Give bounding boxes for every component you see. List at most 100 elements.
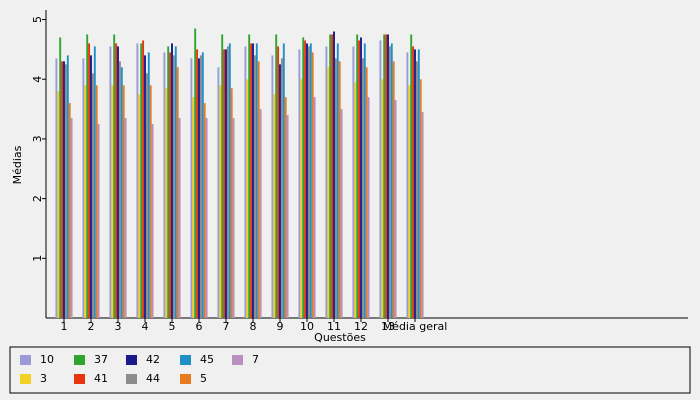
bar bbox=[124, 118, 127, 318]
legend-swatch bbox=[20, 374, 31, 384]
legend-label: 41 bbox=[94, 372, 108, 385]
bar bbox=[97, 124, 100, 318]
bar bbox=[113, 34, 116, 318]
bar bbox=[306, 43, 308, 318]
bar bbox=[84, 85, 87, 318]
bar bbox=[419, 79, 422, 318]
bar bbox=[313, 97, 316, 319]
bar bbox=[279, 64, 281, 318]
bar bbox=[192, 97, 195, 319]
legend-swatch bbox=[126, 374, 137, 384]
bar bbox=[244, 46, 247, 318]
bar bbox=[327, 67, 330, 318]
bar bbox=[203, 103, 206, 319]
bar bbox=[271, 55, 274, 318]
bar bbox=[417, 49, 420, 318]
bar bbox=[252, 43, 254, 318]
bar bbox=[282, 43, 285, 318]
bar bbox=[329, 34, 332, 318]
bar bbox=[232, 118, 235, 318]
legend-label: 7 bbox=[252, 353, 259, 366]
bar bbox=[70, 118, 73, 318]
bar bbox=[284, 97, 287, 319]
legend-label: 45 bbox=[200, 353, 214, 366]
bar bbox=[333, 31, 335, 318]
bar bbox=[394, 100, 397, 319]
x-tick-label: 5 bbox=[169, 320, 176, 333]
bar bbox=[171, 43, 173, 318]
x-tick-label: 1 bbox=[61, 320, 68, 333]
bar bbox=[246, 79, 249, 318]
bar bbox=[199, 55, 202, 318]
bar bbox=[91, 73, 94, 318]
legend-label: 37 bbox=[94, 353, 108, 366]
bar bbox=[226, 46, 229, 318]
bar bbox=[311, 52, 314, 318]
bar bbox=[354, 82, 357, 318]
x-tick-label: 11 bbox=[327, 320, 341, 333]
x-tick-label: 4 bbox=[142, 320, 149, 333]
bar bbox=[286, 115, 289, 318]
bar bbox=[259, 109, 262, 319]
bar bbox=[165, 88, 168, 318]
bar bbox=[298, 49, 301, 318]
bar bbox=[64, 64, 67, 318]
bar bbox=[250, 43, 253, 318]
x-tick-label: 9 bbox=[277, 320, 284, 333]
bar bbox=[61, 61, 64, 318]
bar bbox=[140, 43, 143, 318]
y-axis-title: Médias bbox=[11, 145, 24, 184]
bar bbox=[309, 43, 312, 318]
legend-swatch bbox=[20, 355, 31, 365]
legend-swatch bbox=[180, 374, 191, 384]
bar bbox=[174, 46, 177, 318]
bar bbox=[115, 43, 118, 318]
legend-swatch bbox=[74, 374, 85, 384]
bar bbox=[217, 67, 220, 318]
bar bbox=[383, 34, 386, 318]
legend-swatch bbox=[74, 355, 85, 365]
bar bbox=[163, 52, 166, 318]
bar bbox=[307, 46, 310, 318]
legend-label: 44 bbox=[146, 372, 160, 385]
bar bbox=[82, 58, 85, 318]
legend-swatch bbox=[126, 355, 137, 365]
bar bbox=[338, 61, 341, 318]
bar bbox=[118, 61, 121, 318]
bar bbox=[280, 58, 283, 318]
x-tick-label: 8 bbox=[250, 320, 257, 333]
bar bbox=[221, 34, 224, 318]
bar bbox=[225, 49, 227, 318]
bar bbox=[277, 46, 280, 318]
bar bbox=[194, 28, 197, 318]
bar bbox=[198, 58, 200, 318]
bar bbox=[385, 34, 388, 318]
bar bbox=[178, 118, 181, 318]
legend-box bbox=[9, 346, 691, 394]
bar bbox=[273, 94, 276, 319]
bar bbox=[136, 43, 139, 318]
bar bbox=[415, 61, 418, 318]
legend-label: 42 bbox=[146, 353, 160, 366]
bar bbox=[145, 73, 148, 318]
bar bbox=[149, 85, 152, 318]
x-axis-title: Questões bbox=[314, 331, 366, 344]
bar bbox=[361, 58, 364, 318]
legend-label: 10 bbox=[40, 353, 54, 366]
legend-swatch bbox=[232, 355, 243, 365]
y-tick-label: 2 bbox=[31, 195, 44, 202]
bar bbox=[167, 46, 170, 318]
bar bbox=[142, 40, 145, 318]
bar bbox=[169, 52, 172, 318]
bar bbox=[59, 37, 62, 318]
bar bbox=[117, 46, 119, 318]
bar bbox=[300, 79, 303, 318]
y-tick-label: 4 bbox=[31, 76, 44, 83]
bar bbox=[304, 40, 307, 318]
bar bbox=[390, 43, 393, 318]
bar bbox=[111, 85, 114, 318]
bar bbox=[421, 112, 424, 319]
bar bbox=[176, 67, 179, 318]
bar bbox=[196, 49, 199, 318]
